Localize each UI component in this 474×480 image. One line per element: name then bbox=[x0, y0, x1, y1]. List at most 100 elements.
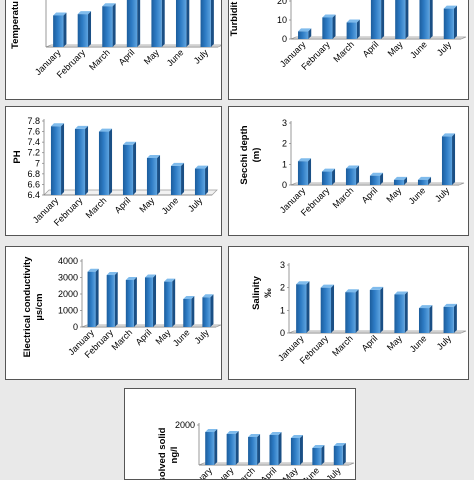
bar-side bbox=[306, 281, 310, 333]
y-axis-label: solved solid bbox=[157, 427, 168, 480]
chart-panel-salinity: 0 1 2 3 January February March April May June July… bbox=[228, 246, 469, 380]
bar bbox=[226, 431, 239, 465]
bar-top bbox=[417, 176, 432, 180]
y-tick-label: 6.4 bbox=[27, 190, 40, 200]
y-tick-label: 7.8 bbox=[27, 116, 40, 126]
bar-front bbox=[312, 448, 322, 465]
bar bbox=[333, 443, 346, 465]
bar-side bbox=[95, 268, 99, 327]
y-axis-label: Secchi depth bbox=[239, 125, 250, 184]
bar bbox=[296, 281, 310, 333]
bar bbox=[418, 305, 433, 333]
x-tick-label: June bbox=[300, 465, 321, 480]
bar-side bbox=[88, 11, 92, 47]
x-tick-label: March bbox=[331, 185, 356, 210]
bar-side bbox=[299, 435, 303, 465]
y-tick-label: 7.2 bbox=[27, 148, 40, 158]
bar-top bbox=[393, 176, 408, 180]
x-tick-label: June bbox=[408, 333, 429, 354]
y-axis-label: Electrical conductivity bbox=[22, 256, 33, 358]
bar-side bbox=[453, 5, 457, 40]
bar-top bbox=[146, 155, 161, 158]
y-tick-label: 1 bbox=[282, 159, 287, 169]
bar-front bbox=[417, 179, 429, 185]
bar-side bbox=[428, 176, 432, 185]
y-tick-label: 2000 bbox=[175, 420, 195, 430]
bar-top bbox=[144, 274, 157, 278]
bar-front bbox=[126, 0, 138, 47]
bar-top bbox=[346, 19, 360, 23]
bar-top bbox=[320, 284, 335, 288]
bar bbox=[417, 176, 432, 185]
bar-top bbox=[333, 443, 346, 446]
bar-front bbox=[345, 292, 356, 333]
bar bbox=[298, 28, 312, 39]
bar bbox=[144, 274, 157, 327]
x-tick-label: March bbox=[110, 327, 135, 352]
y-tick-label: 2 bbox=[280, 283, 285, 293]
x-tick-label: March bbox=[331, 39, 356, 64]
bar-side bbox=[308, 28, 312, 39]
bar bbox=[183, 295, 195, 327]
bar bbox=[345, 165, 360, 185]
bar-front bbox=[297, 161, 309, 185]
bar-side bbox=[356, 165, 360, 185]
bar-side bbox=[380, 172, 384, 185]
bar-side bbox=[381, 0, 385, 39]
x-tick-label: April bbox=[134, 327, 154, 347]
bar-top bbox=[369, 172, 384, 176]
bar-top bbox=[205, 429, 218, 432]
bar-top bbox=[248, 434, 261, 437]
x-tick-label: April bbox=[113, 195, 133, 215]
x-tick-label: April bbox=[361, 39, 381, 59]
x-tick-label: March bbox=[84, 195, 109, 220]
y-axis-label: µs/cm bbox=[34, 293, 45, 320]
bar-front bbox=[74, 128, 86, 195]
bar-top bbox=[441, 133, 456, 137]
bar bbox=[50, 123, 65, 195]
x-tick-label: May bbox=[137, 195, 156, 214]
bar-front bbox=[50, 126, 62, 195]
chart-panel-secchi: 0 1 2 3 January February March April May June July… bbox=[228, 106, 469, 236]
y-axis-label: Turbidit bbox=[229, 1, 240, 36]
bar-side bbox=[356, 19, 360, 39]
bar-front bbox=[393, 179, 405, 185]
bar-top bbox=[394, 291, 408, 295]
bar-top bbox=[443, 5, 457, 9]
bar bbox=[441, 133, 456, 185]
bar-top bbox=[194, 165, 209, 169]
bar-side bbox=[404, 291, 408, 333]
bar-front bbox=[346, 22, 357, 39]
bar-front bbox=[102, 6, 113, 48]
chart-panel-ec: 0 1000 2000 3000 4000 January February March Apr… bbox=[5, 246, 222, 380]
bar-front bbox=[202, 297, 211, 327]
bar-front bbox=[122, 144, 134, 195]
bar-front bbox=[151, 0, 162, 47]
bar bbox=[125, 276, 137, 327]
bar bbox=[102, 3, 116, 48]
bar-front bbox=[443, 306, 454, 333]
bar-front bbox=[441, 136, 453, 185]
bar-front bbox=[175, 0, 187, 47]
bar-front bbox=[298, 31, 309, 39]
bar bbox=[321, 168, 336, 185]
y-tick-label: 6.6 bbox=[27, 179, 40, 189]
bar-top bbox=[53, 12, 67, 16]
bar bbox=[320, 284, 335, 333]
x-tick-label: July bbox=[192, 47, 211, 66]
x-tick-label: May bbox=[386, 39, 405, 58]
bar-side bbox=[61, 123, 65, 195]
bar bbox=[77, 11, 92, 47]
bar-top bbox=[102, 3, 116, 7]
bar-top bbox=[322, 14, 336, 18]
bar bbox=[369, 172, 384, 185]
bar-side bbox=[331, 284, 335, 333]
y-axis-label: ‰ bbox=[263, 288, 274, 298]
chart-panel-temperature: January February March April May June July Temp… bbox=[5, 0, 222, 100]
bar-front bbox=[183, 298, 192, 327]
bar-front bbox=[369, 175, 381, 185]
bar-top bbox=[418, 305, 433, 309]
bar bbox=[248, 434, 261, 465]
bar bbox=[443, 5, 457, 40]
